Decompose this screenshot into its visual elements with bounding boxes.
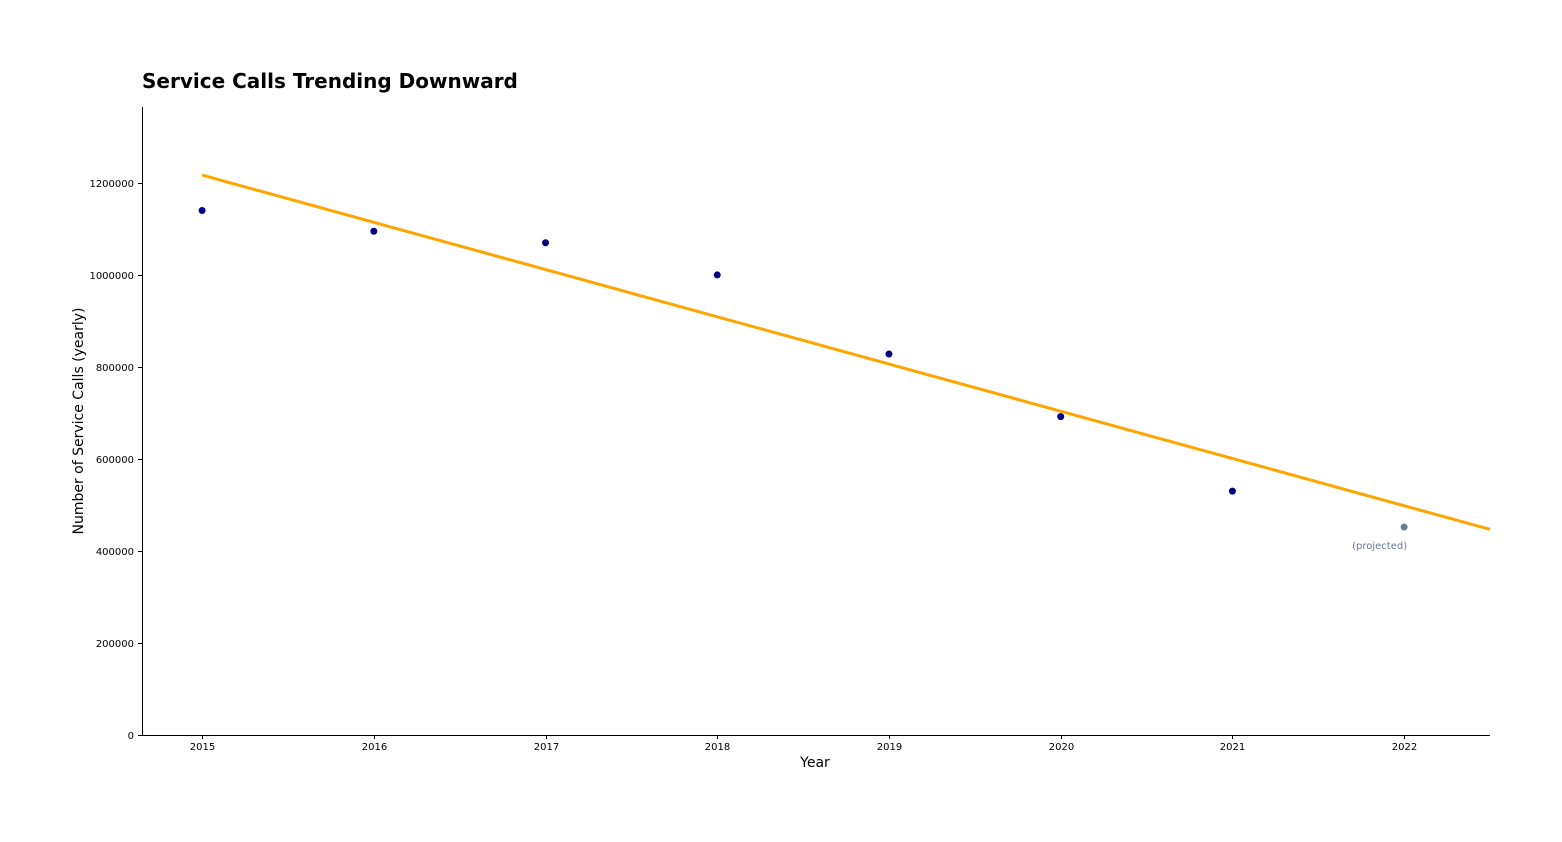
axes — [142, 107, 1490, 736]
data-point — [885, 350, 893, 358]
trendline — [201, 173, 1491, 531]
annotations-layer: (projected) — [1352, 541, 1407, 552]
x-tick-label: 2021 — [1220, 742, 1245, 753]
x-tick-label: 2018 — [705, 742, 730, 753]
data-point — [198, 207, 206, 215]
y-tick-label: 0 — [128, 731, 134, 742]
projected-data-point — [1400, 523, 1408, 531]
x-tick-label: 2022 — [1392, 742, 1417, 753]
x-tick-label: 2016 — [362, 742, 387, 753]
y-tick-label: 800000 — [96, 363, 134, 374]
x-tick-label: 2017 — [534, 742, 559, 753]
trendline-layer — [201, 173, 1491, 531]
x-tick-label: 2019 — [877, 742, 902, 753]
x-tick-label: 2020 — [1049, 742, 1074, 753]
y-tick-label: 600000 — [96, 455, 134, 466]
data-point — [1057, 413, 1065, 421]
data-point — [370, 227, 378, 235]
data-point — [1228, 487, 1236, 495]
y-axis-label: Number of Service Calls (yearly) — [71, 307, 87, 534]
y-tick-label: 1000000 — [89, 271, 134, 282]
data-point — [542, 239, 550, 247]
chart-title: Service Calls Trending Downward — [142, 69, 518, 93]
x-tick-label: 2015 — [190, 742, 215, 753]
y-tick-label: 400000 — [96, 547, 134, 558]
x-axis-label: Year — [799, 755, 830, 771]
data-point — [713, 271, 721, 279]
y-axis-ticks: 0 200000 400000 600000 800000 1000000 1200000 — [89, 179, 142, 742]
y-tick-label: 200000 — [96, 639, 134, 650]
x-axis-ticks: 2015 2016 2017 2018 2019 2020 2021 2022 — [190, 735, 1417, 753]
projected-annotation: (projected) — [1352, 541, 1407, 552]
data-points-layer — [198, 207, 1408, 531]
y-tick-label: 1200000 — [89, 179, 134, 190]
